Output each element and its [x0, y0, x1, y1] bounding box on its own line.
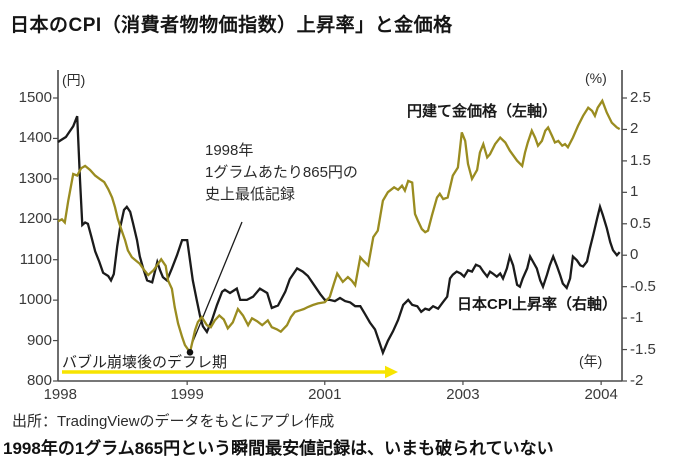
right-tick-label: 2.5 — [630, 89, 651, 106]
record-low-annotation-line3: 史上最低記録 — [205, 186, 296, 203]
x-tick-label: 2004 — [584, 386, 618, 403]
left-tick-label: 900 — [26, 331, 52, 349]
right-tick-label: -0.5 — [630, 277, 656, 295]
right-tick-label: 1.5 — [630, 151, 651, 169]
right-tick-label: -2 — [630, 372, 644, 389]
record-low-annotation-line2: 1グラムあたり865円の — [205, 164, 358, 181]
left-tick-label: 1400 — [18, 129, 52, 147]
left-axis-unit: (円) — [62, 72, 86, 88]
bottom-caption: 1998年の1グラム865円という瞬間最安値記録は、いまも破られていない — [3, 439, 554, 458]
left-axis-tick-labels: 1500 1400 1300 1200 1100 1000 900 800 — [6, 0, 52, 466]
left-tick-label: 1500 — [18, 89, 52, 106]
legend-cpi: 日本CPI上昇率（右軸） — [457, 296, 618, 313]
right-tick-label: -1.5 — [630, 340, 656, 358]
left-tick-label: 1100 — [19, 250, 52, 268]
right-axis-unit: (%) — [585, 70, 607, 86]
left-tick-label: 800 — [26, 372, 52, 389]
left-tick-label: 1300 — [18, 169, 52, 187]
right-tick-label: 1 — [630, 183, 639, 201]
x-tick-label: 1998 — [43, 386, 77, 403]
x-tick-label: 1999 — [170, 386, 204, 403]
right-tick-label: -1 — [630, 309, 644, 327]
right-tick-label: 0.5 — [630, 214, 651, 232]
left-tick-label: 1000 — [18, 291, 52, 309]
right-tick-label: 2 — [630, 120, 639, 138]
left-tick-label: 1200 — [18, 210, 52, 228]
source-note: 出所：TradingViewのデータをもとにアプレ作成 — [12, 413, 335, 430]
page-title: 日本のCPI（消費者物物価指数）上昇率」と金価格 — [10, 15, 453, 36]
x-tick-label: 2003 — [446, 386, 480, 403]
deflation-period-label: バブル崩壊後のデフレ期 — [62, 354, 228, 371]
right-tick-label: 0 — [630, 246, 639, 264]
record-low-annotation: 1998年 1グラムあたり865円の 史上最低記録 — [205, 140, 358, 206]
legend-gold-price: 円建て金価格（左軸） — [407, 103, 558, 120]
x-axis-unit: (年) — [579, 353, 603, 369]
right-axis-tick-labels: 2.5 2 1.5 1 0.5 0 -0.5 -1 -1.5 -2 — [630, 0, 672, 466]
record-low-annotation-line1: 1998年 — [205, 142, 254, 159]
x-tick-label: 2001 — [308, 386, 342, 403]
